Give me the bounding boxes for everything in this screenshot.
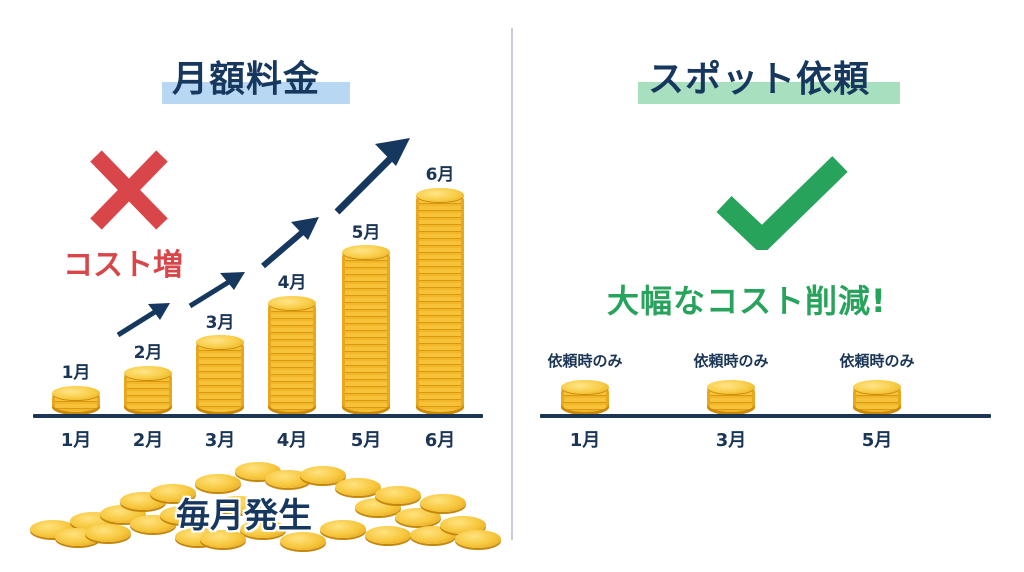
x-tick-label: 5月	[350, 430, 382, 451]
coin-stack-jun	[416, 188, 464, 415]
checkmark-icon	[716, 156, 848, 250]
x-tick-label: 6月	[424, 430, 456, 451]
x-tick-label: 3月	[204, 430, 236, 451]
stack-label: 5月	[351, 223, 381, 243]
right-title: スポット依頼	[648, 59, 871, 100]
x-tick-label: 2月	[132, 430, 164, 451]
coin-stack-mar	[707, 380, 755, 415]
x-tick-label: 4月	[276, 430, 308, 451]
left-baseline	[33, 414, 483, 418]
arrow-icon	[188, 272, 245, 309]
right-title-highlight	[638, 82, 900, 104]
x-tick-label: 1月	[569, 430, 601, 451]
x-tick-label: 1月	[60, 430, 92, 451]
left-title-highlight	[162, 82, 350, 104]
coin-stack-mar	[196, 335, 244, 415]
request-only-label: 依頼時のみ	[693, 352, 769, 370]
stack-label: 4月	[277, 273, 307, 293]
x-tick-label: 3月	[715, 430, 747, 451]
x-tick-label: 5月	[861, 430, 893, 451]
coin-stack-jan	[52, 386, 100, 415]
stack-label: 1月	[61, 363, 91, 383]
stack-label: 6月	[425, 165, 455, 185]
stack-label: 3月	[205, 313, 235, 333]
request-only-label: 依頼時のみ	[547, 352, 623, 370]
cross-icon	[90, 150, 168, 230]
trend-arrows	[116, 138, 410, 338]
request-only-label: 依頼時のみ	[839, 352, 915, 370]
coin-stack-may	[853, 380, 901, 415]
cost-increase-label: コスト増	[63, 248, 183, 283]
coin-stack-jan	[561, 380, 609, 415]
monthly-occurrence-label: 毎月発生	[176, 496, 312, 536]
coin-stack-may	[342, 245, 390, 415]
left-title: 月額料金	[172, 59, 321, 100]
stack-label: 2月	[133, 343, 163, 363]
arrow-icon	[261, 217, 319, 269]
coin-stack-feb	[124, 366, 172, 415]
arrow-icon	[334, 138, 410, 215]
arrow-icon	[116, 303, 170, 338]
panel-divider	[511, 28, 513, 540]
big-savings-label: 大幅なコスト削減!	[607, 282, 887, 320]
coin-stack-apr	[268, 296, 316, 415]
right-baseline	[540, 414, 991, 418]
